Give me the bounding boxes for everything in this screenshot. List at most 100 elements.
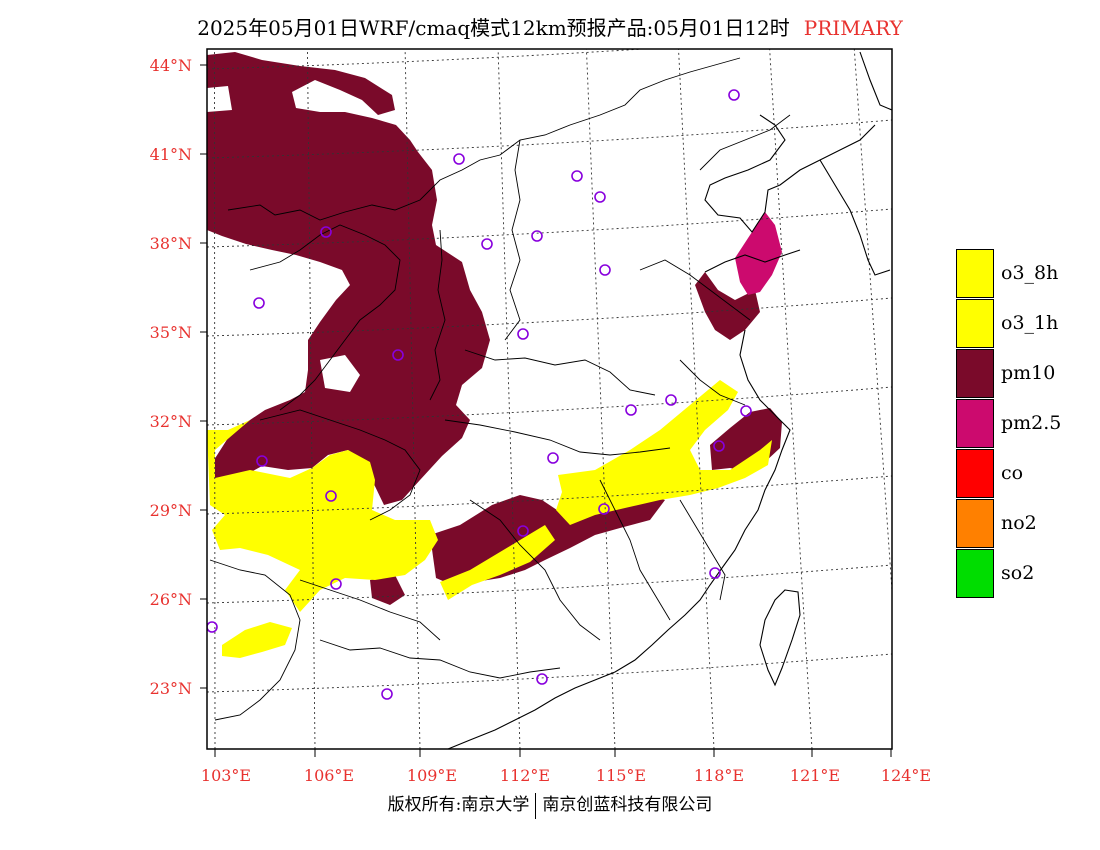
longitude-line	[769, 49, 813, 749]
station-marker	[517, 328, 529, 340]
legend-label: pm10	[1001, 362, 1056, 384]
lon-label: 115°E	[595, 766, 647, 785]
legend-label: so2	[1001, 562, 1035, 584]
jiangsu-border	[679, 359, 746, 406]
pollution-layer	[207, 52, 782, 658]
longitude-line	[404, 49, 421, 749]
guizhou-border	[299, 579, 441, 641]
pm10-region-coast	[695, 272, 760, 340]
northeast-coast	[859, 51, 892, 111]
station-marker	[728, 89, 740, 101]
copyright-right: 南京创蓝科技有限公司	[542, 795, 713, 815]
o3-region-yangtze	[556, 380, 772, 525]
title-primary: PRIMARY	[803, 16, 903, 40]
east-coast	[447, 329, 791, 749]
legend-label: pm2.5	[1001, 412, 1062, 434]
lon-label: 112°E	[499, 766, 551, 785]
henan-border	[464, 349, 656, 396]
legend-swatch	[956, 549, 994, 598]
station-marker	[392, 349, 404, 361]
legend-label: no2	[1001, 512, 1037, 534]
legend-swatch	[956, 499, 994, 548]
latitude-line	[207, 653, 892, 693]
pm10-region-south	[370, 575, 405, 605]
longitude-line	[853, 49, 892, 598]
station-marker	[594, 191, 606, 203]
longitude-line	[213, 49, 216, 749]
station-marker	[256, 455, 268, 467]
pm10-gap-b	[275, 268, 330, 305]
station-marker	[531, 230, 543, 242]
station-marker	[571, 170, 583, 182]
station-marker	[709, 567, 721, 579]
title-main: 2025年05月01日WRF/cmaq模式12km预报产品:05月01日12时	[197, 16, 790, 40]
station-markers	[207, 89, 752, 700]
station-marker	[207, 621, 218, 633]
legend-label: o3_1h	[1001, 312, 1059, 334]
pm25-region-shandong	[735, 212, 782, 295]
legend-swatch	[956, 449, 994, 498]
legend-swatch	[956, 399, 994, 448]
station-marker	[665, 394, 677, 406]
sichuan-border	[259, 409, 421, 521]
longitude-line	[306, 49, 316, 749]
lat-label: 35°N	[149, 323, 192, 342]
lon-label: 118°E	[693, 766, 745, 785]
station-marker	[625, 404, 637, 416]
station-marker	[517, 525, 529, 537]
lon-label: 121°E	[789, 766, 841, 785]
station-marker	[536, 673, 548, 685]
hebei-border	[504, 139, 521, 341]
lon-label: 103°E	[200, 766, 252, 785]
o3-region-hunan	[440, 525, 555, 600]
lat-label: 26°N	[149, 590, 192, 609]
station-marker	[453, 153, 465, 165]
station-marker	[320, 226, 332, 238]
lat-label: 32°N	[149, 412, 192, 431]
shandong-border	[639, 259, 751, 321]
station-marker	[481, 238, 493, 250]
legend-swatch	[956, 249, 994, 298]
station-marker	[330, 578, 342, 590]
station-marker	[598, 503, 610, 515]
footer-separator	[535, 792, 537, 819]
o3-region-yunnan	[222, 622, 292, 658]
station-marker	[599, 264, 611, 276]
lat-label: 44°N	[149, 56, 192, 75]
station-marker	[253, 297, 265, 309]
gansu-border	[249, 224, 401, 411]
station-marker	[547, 452, 559, 464]
graticule	[207, 49, 892, 749]
longitude-line	[585, 49, 616, 749]
shanxi-shaanxi-border	[429, 229, 446, 401]
copyright-footer: 版权所有:南京大学 南京创蓝科技有限公司	[0, 790, 1100, 819]
guangxi-border	[319, 639, 561, 679]
map-frame	[206, 48, 893, 750]
latitude-line	[207, 49, 650, 70]
hubei-border	[444, 419, 671, 456]
axis-ticks	[200, 64, 892, 757]
station-marker	[381, 688, 393, 700]
shandong-peninsula	[704, 249, 801, 273]
lat-label: 38°N	[149, 234, 192, 253]
map-title: 2025年05月01日WRF/cmaq模式12km预报产品:05月01日12时 P…	[0, 12, 1100, 41]
pm10-region-north	[207, 52, 490, 505]
legend-label: o3_8h	[1001, 262, 1059, 284]
station-marker	[325, 490, 337, 502]
province-borders	[209, 57, 791, 721]
station-marker	[713, 440, 725, 452]
coastline	[447, 51, 892, 749]
longitude-line	[678, 49, 715, 749]
taiwan	[759, 589, 801, 687]
pm10-gap-c	[320, 355, 360, 392]
copyright-left: 版权所有:南京大学	[387, 795, 530, 815]
pm10-gap-a	[207, 86, 232, 112]
bohai-coast	[704, 114, 876, 233]
lon-label: 109°E	[406, 766, 458, 785]
fujian-border	[679, 499, 726, 601]
legend-label: co	[1001, 462, 1024, 484]
inner-mongolia-border	[227, 57, 741, 221]
hunan-border	[469, 499, 601, 641]
lat-label: 41°N	[149, 145, 192, 164]
